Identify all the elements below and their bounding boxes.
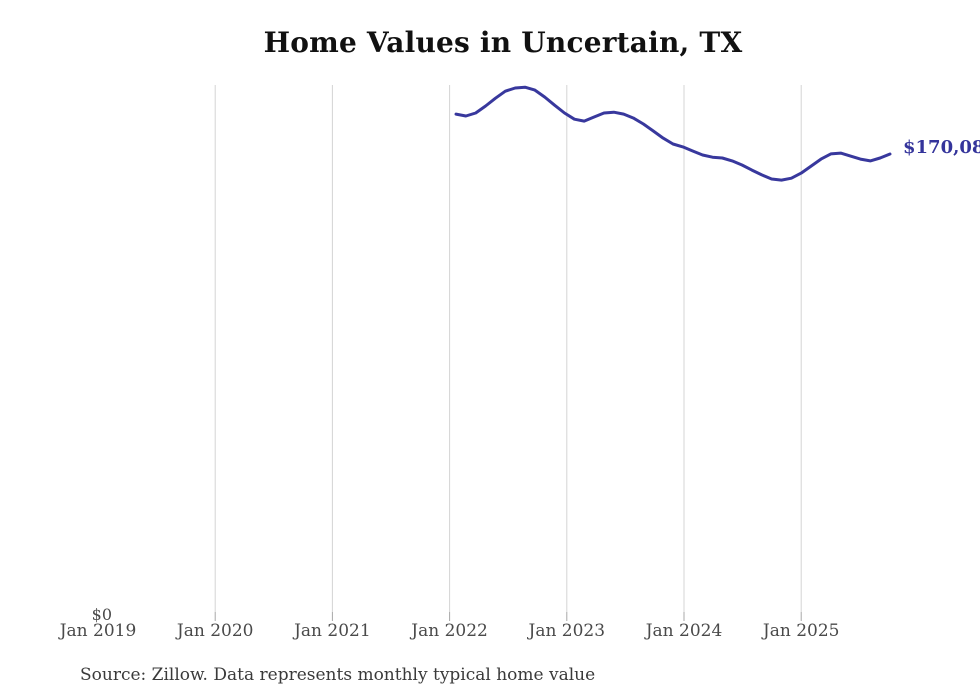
- home-value-line: [454, 85, 892, 182]
- gridlines: [214, 85, 802, 612]
- x-axis-label: Jan 2019: [59, 621, 137, 641]
- source-note: Source: Zillow. Data represents monthly …: [80, 665, 596, 685]
- x-axis-label: Jan 2020: [176, 621, 254, 641]
- x-axis-label: Jan 2024: [645, 621, 723, 641]
- axis-ticks: [214, 612, 802, 621]
- y-axis-zero-label: $0: [91, 605, 112, 624]
- chart-title: Home Values in Uncertain, TX: [263, 26, 743, 59]
- x-axis-label: Jan 2025: [762, 621, 840, 641]
- latest-value-label: $170,089: [903, 137, 980, 158]
- x-axis-label: Jan 2022: [411, 621, 488, 641]
- x-axis-label: Jan 2021: [294, 621, 371, 641]
- x-axis-label: Jan 2023: [528, 621, 606, 641]
